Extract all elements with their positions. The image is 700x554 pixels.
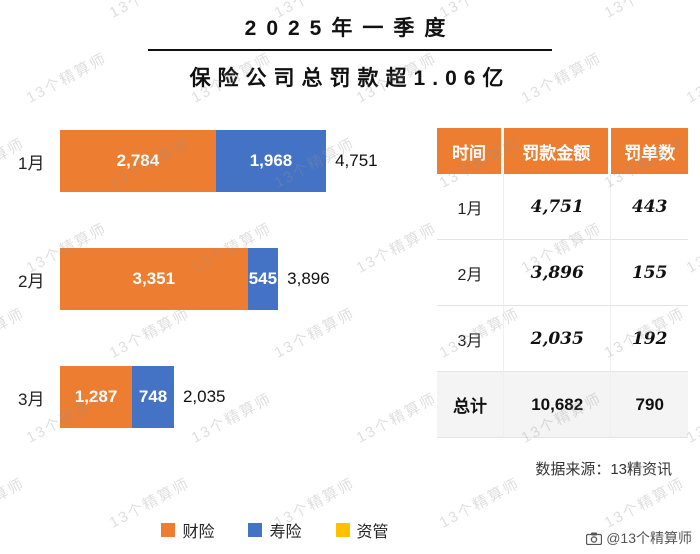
row-count: 155 — [611, 240, 688, 306]
stacked-bar-chart: 1月 2,784 1,968 4,751 2月 3,351 — [12, 106, 437, 484]
badge-text: @13个精算师 — [606, 530, 692, 546]
bar-plot: 1,287 748 2,035 — [60, 366, 437, 428]
chart-row-jan: 1月 2,784 1,968 4,751 — [12, 130, 437, 192]
bar-segment-life: 1,968 — [215, 130, 327, 192]
category-label: 2月 — [18, 271, 45, 291]
legend-label: 寿险 — [269, 524, 302, 541]
row-amount: 2,035 — [504, 306, 612, 372]
segment-value-label: 2,784 — [116, 151, 160, 170]
table-row: 2月 3,896 155 — [437, 240, 688, 306]
segment-value-label: 3,351 — [132, 269, 176, 288]
bar-plot: 2,784 1,968 4,751 — [60, 130, 437, 192]
segment-value-label: 1,287 — [74, 387, 118, 406]
table-row: 1月 4,751 443 — [437, 174, 688, 240]
row-amount: 3,896 — [504, 240, 612, 306]
data-source-note: 数据来源：13精资讯 — [535, 461, 672, 478]
title-line1: 2025年一季度 — [244, 17, 456, 40]
row-count: 443 — [611, 174, 688, 240]
legend-swatch-blue — [248, 523, 263, 537]
bar-total-label: 4,751 — [335, 151, 378, 170]
row-month: 3月 — [437, 306, 504, 372]
total-label: 总计 — [437, 372, 504, 438]
total-amount: 10,682 — [504, 372, 612, 438]
bar-total-label: 3,896 — [287, 269, 330, 288]
row-month: 2月 — [437, 240, 504, 306]
legend-item-life: 寿险 — [248, 518, 302, 542]
table-header-row: 时间 罚款金额 罚单数 — [437, 128, 688, 174]
title-line2: 保险公司总罚款超1.06亿 — [189, 67, 511, 90]
legend-swatch-yellow — [335, 523, 350, 537]
table-total-row: 总计 10,682 790 — [437, 372, 688, 438]
chart-legend: 财险 寿险 资管 — [40, 518, 510, 542]
title-divider — [148, 49, 552, 51]
bar-segment-property: 2,784 — [60, 130, 216, 192]
bar-total-label: 2,035 — [182, 387, 226, 406]
row-month: 1月 — [437, 174, 504, 240]
legend-label: 财险 — [182, 524, 215, 541]
total-count: 790 — [611, 372, 688, 438]
row-count: 192 — [611, 306, 688, 372]
bar-segment-property: 1,287 — [60, 366, 133, 428]
segment-value-label: 1,968 — [249, 151, 293, 170]
legend-swatch-orange — [161, 523, 176, 537]
author-badge: @13个精算师 — [586, 528, 692, 548]
chart-row-feb: 2月 3,351 545 3,896 — [12, 248, 437, 310]
category-label: 3月 — [18, 389, 45, 409]
content: 1月 2,784 1,968 4,751 2月 3,351 — [0, 92, 700, 484]
camera-icon — [586, 532, 603, 545]
category-label: 1月 — [18, 153, 45, 173]
bar-segment-property: 3,351 — [60, 248, 248, 310]
header-time: 时间 — [437, 128, 504, 174]
header-amount: 罚款金额 — [504, 128, 612, 174]
header-count: 罚单数 — [611, 128, 688, 174]
segment-value-label: 545 — [248, 269, 278, 288]
legend-item-asset: 资管 — [335, 518, 389, 542]
legend-item-property: 财险 — [161, 518, 214, 542]
header: 2025年一季度 保险公司总罚款超1.06亿 — [0, 0, 700, 92]
row-amount: 4,751 — [504, 174, 612, 240]
bar-segment-life: 748 — [132, 366, 174, 428]
table-row: 3月 2,035 192 — [437, 306, 688, 372]
chart-row-mar: 3月 1,287 748 2,035 — [12, 366, 437, 428]
segment-value-label: 748 — [138, 387, 168, 406]
bar-segment-life: 545 — [247, 248, 279, 310]
summary-panel: 时间 罚款金额 罚单数 1月 4,751 443 2月 3,896 155 — [437, 106, 688, 484]
bar-plot: 3,351 545 3,896 — [60, 248, 437, 310]
legend-label: 资管 — [356, 524, 389, 541]
summary-table: 时间 罚款金额 罚单数 1月 4,751 443 2月 3,896 155 — [437, 128, 688, 438]
